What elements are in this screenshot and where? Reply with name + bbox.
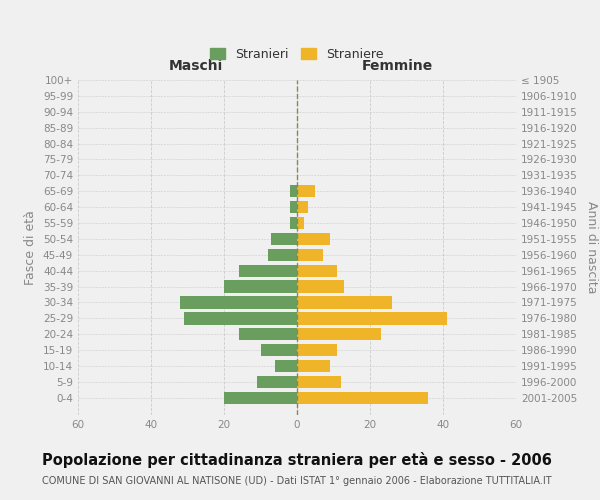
- Bar: [297, 248, 323, 261]
- Bar: [297, 185, 315, 198]
- Bar: [297, 376, 341, 388]
- Bar: [297, 201, 308, 213]
- Y-axis label: Anni di nascita: Anni di nascita: [586, 201, 598, 294]
- Y-axis label: Fasce di età: Fasce di età: [25, 210, 37, 285]
- Text: Maschi: Maschi: [169, 60, 223, 74]
- Bar: [297, 264, 337, 277]
- Bar: [297, 392, 428, 404]
- Bar: [297, 280, 344, 293]
- Text: Femmine: Femmine: [362, 60, 433, 74]
- Bar: [260, 344, 297, 356]
- Legend: Stranieri, Straniere: Stranieri, Straniere: [205, 42, 389, 66]
- Bar: [268, 248, 297, 261]
- Text: COMUNE DI SAN GIOVANNI AL NATISONE (UD) - Dati ISTAT 1° gennaio 2006 - Elaborazi: COMUNE DI SAN GIOVANNI AL NATISONE (UD) …: [42, 476, 551, 486]
- Bar: [271, 232, 297, 245]
- Bar: [224, 392, 297, 404]
- Bar: [297, 344, 337, 356]
- Bar: [290, 201, 297, 213]
- Text: Popolazione per cittadinanza straniera per età e sesso - 2006: Popolazione per cittadinanza straniera p…: [42, 452, 552, 468]
- Bar: [224, 280, 297, 293]
- Bar: [239, 328, 297, 340]
- Bar: [297, 328, 381, 340]
- Bar: [297, 360, 330, 372]
- Bar: [257, 376, 297, 388]
- Bar: [239, 264, 297, 277]
- Bar: [275, 360, 297, 372]
- Bar: [184, 312, 297, 324]
- Bar: [297, 217, 304, 229]
- Bar: [290, 217, 297, 229]
- Bar: [180, 296, 297, 308]
- Bar: [297, 312, 446, 324]
- Bar: [297, 296, 392, 308]
- Bar: [297, 232, 330, 245]
- Bar: [290, 185, 297, 198]
